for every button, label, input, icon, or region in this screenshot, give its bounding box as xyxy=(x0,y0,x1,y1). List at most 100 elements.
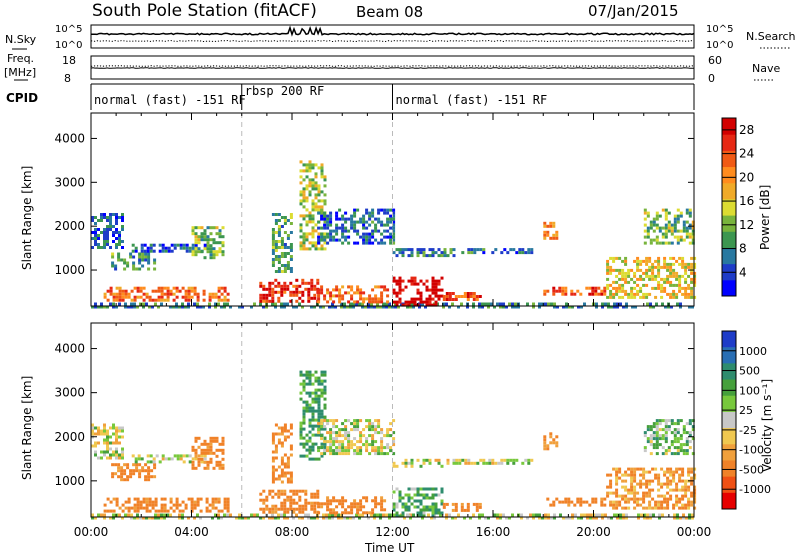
echo-cell xyxy=(115,456,118,460)
echo-cell xyxy=(627,497,631,501)
echo-cell xyxy=(636,256,640,260)
echo-cell xyxy=(314,442,318,446)
echo-cell xyxy=(655,428,659,432)
echo-cell xyxy=(651,286,655,290)
echo-cell xyxy=(419,502,423,506)
echo-cell xyxy=(422,300,426,304)
echo-cell xyxy=(606,265,610,269)
echo-cell xyxy=(356,425,360,429)
echo-cell xyxy=(371,241,375,245)
echo-cell xyxy=(687,473,691,477)
echo-cell xyxy=(395,300,399,304)
echo-cell xyxy=(299,397,303,401)
echo-cell xyxy=(302,178,306,182)
echo-cell xyxy=(500,458,504,462)
echo-cell xyxy=(274,246,278,249)
echo-cell xyxy=(368,443,372,447)
echo-cell xyxy=(413,282,417,286)
echo-cell xyxy=(118,237,121,240)
echo-cell xyxy=(678,479,682,483)
echo-cell xyxy=(676,302,679,306)
echo-cell xyxy=(117,255,121,259)
echo-cell xyxy=(208,298,212,302)
echo-cell xyxy=(457,305,460,309)
echo-cell xyxy=(308,217,312,221)
echo-cell xyxy=(389,226,393,230)
echo-cell xyxy=(292,498,296,502)
echo-cell xyxy=(359,505,363,509)
echo-cell xyxy=(347,235,351,239)
echo-cell xyxy=(463,295,467,298)
echo-cell xyxy=(655,226,659,230)
echo-cell xyxy=(115,295,119,299)
echo-cell xyxy=(109,213,112,216)
echo-cell xyxy=(371,288,375,292)
echo-cell xyxy=(329,220,333,224)
echo-cell xyxy=(308,178,312,182)
echo-cell xyxy=(682,226,686,230)
echo-cell xyxy=(392,251,396,255)
echo-cell xyxy=(376,305,379,309)
echo-cell xyxy=(283,287,287,291)
echo-cell xyxy=(350,511,354,515)
x-tick-label: 04:00 xyxy=(174,525,209,539)
echo-cell xyxy=(654,506,658,510)
echo-cell xyxy=(214,292,218,296)
echo-cell xyxy=(434,251,438,255)
echo-cell xyxy=(512,458,516,462)
echo-cell xyxy=(466,298,470,301)
velocity-colorbar-frame xyxy=(721,330,737,510)
echo-cell xyxy=(685,235,689,239)
echo-cell xyxy=(203,457,207,461)
echo-cell xyxy=(338,208,342,212)
echo-cell xyxy=(615,482,619,486)
echo-cell xyxy=(679,229,683,233)
echo-cell xyxy=(323,211,327,215)
echo-cell xyxy=(410,496,414,500)
echo-cell xyxy=(289,480,293,484)
echo-cell xyxy=(146,454,150,458)
echo-cell xyxy=(389,217,393,221)
echo-cell xyxy=(115,500,119,504)
echo-cell xyxy=(631,305,634,309)
echo-cell xyxy=(317,400,321,404)
echo-cell xyxy=(398,499,402,503)
echo-cell xyxy=(416,254,420,258)
echo-cell xyxy=(660,265,664,269)
echo-cell xyxy=(422,461,426,465)
echo-cell xyxy=(124,513,127,517)
echo-cell xyxy=(472,298,476,301)
echo-cell xyxy=(175,289,179,293)
echo-cell xyxy=(120,469,124,473)
echo-cell xyxy=(103,509,107,513)
echo-cell xyxy=(389,238,393,242)
echo-cell xyxy=(283,305,286,309)
echo-cell xyxy=(310,504,314,508)
velocity-colorbar-swatch xyxy=(722,411,736,429)
echo-cell xyxy=(209,445,213,449)
echo-cell xyxy=(136,286,140,290)
echo-cell xyxy=(385,305,388,309)
echo-cell xyxy=(194,247,198,251)
echo-cell xyxy=(678,488,682,492)
echo-cell xyxy=(139,289,143,293)
echo-cell xyxy=(667,211,671,215)
echo-cell xyxy=(431,493,435,497)
echo-cell xyxy=(472,305,475,309)
echo-cell xyxy=(147,478,151,482)
echo-cell xyxy=(286,435,290,439)
echo-cell xyxy=(651,497,655,501)
echo-cell xyxy=(115,426,118,430)
echo-cell xyxy=(660,286,664,290)
echo-cell xyxy=(395,282,399,286)
echo-cell xyxy=(310,516,313,520)
echo-cell xyxy=(120,472,124,476)
echo-cell xyxy=(544,302,547,306)
echo-cell xyxy=(221,436,225,440)
echo-cell xyxy=(341,452,345,456)
echo-cell xyxy=(416,487,420,491)
echo-cell xyxy=(277,284,281,288)
echo-cell xyxy=(673,431,677,435)
echo-cell xyxy=(307,516,310,520)
echo-cell xyxy=(365,211,369,215)
